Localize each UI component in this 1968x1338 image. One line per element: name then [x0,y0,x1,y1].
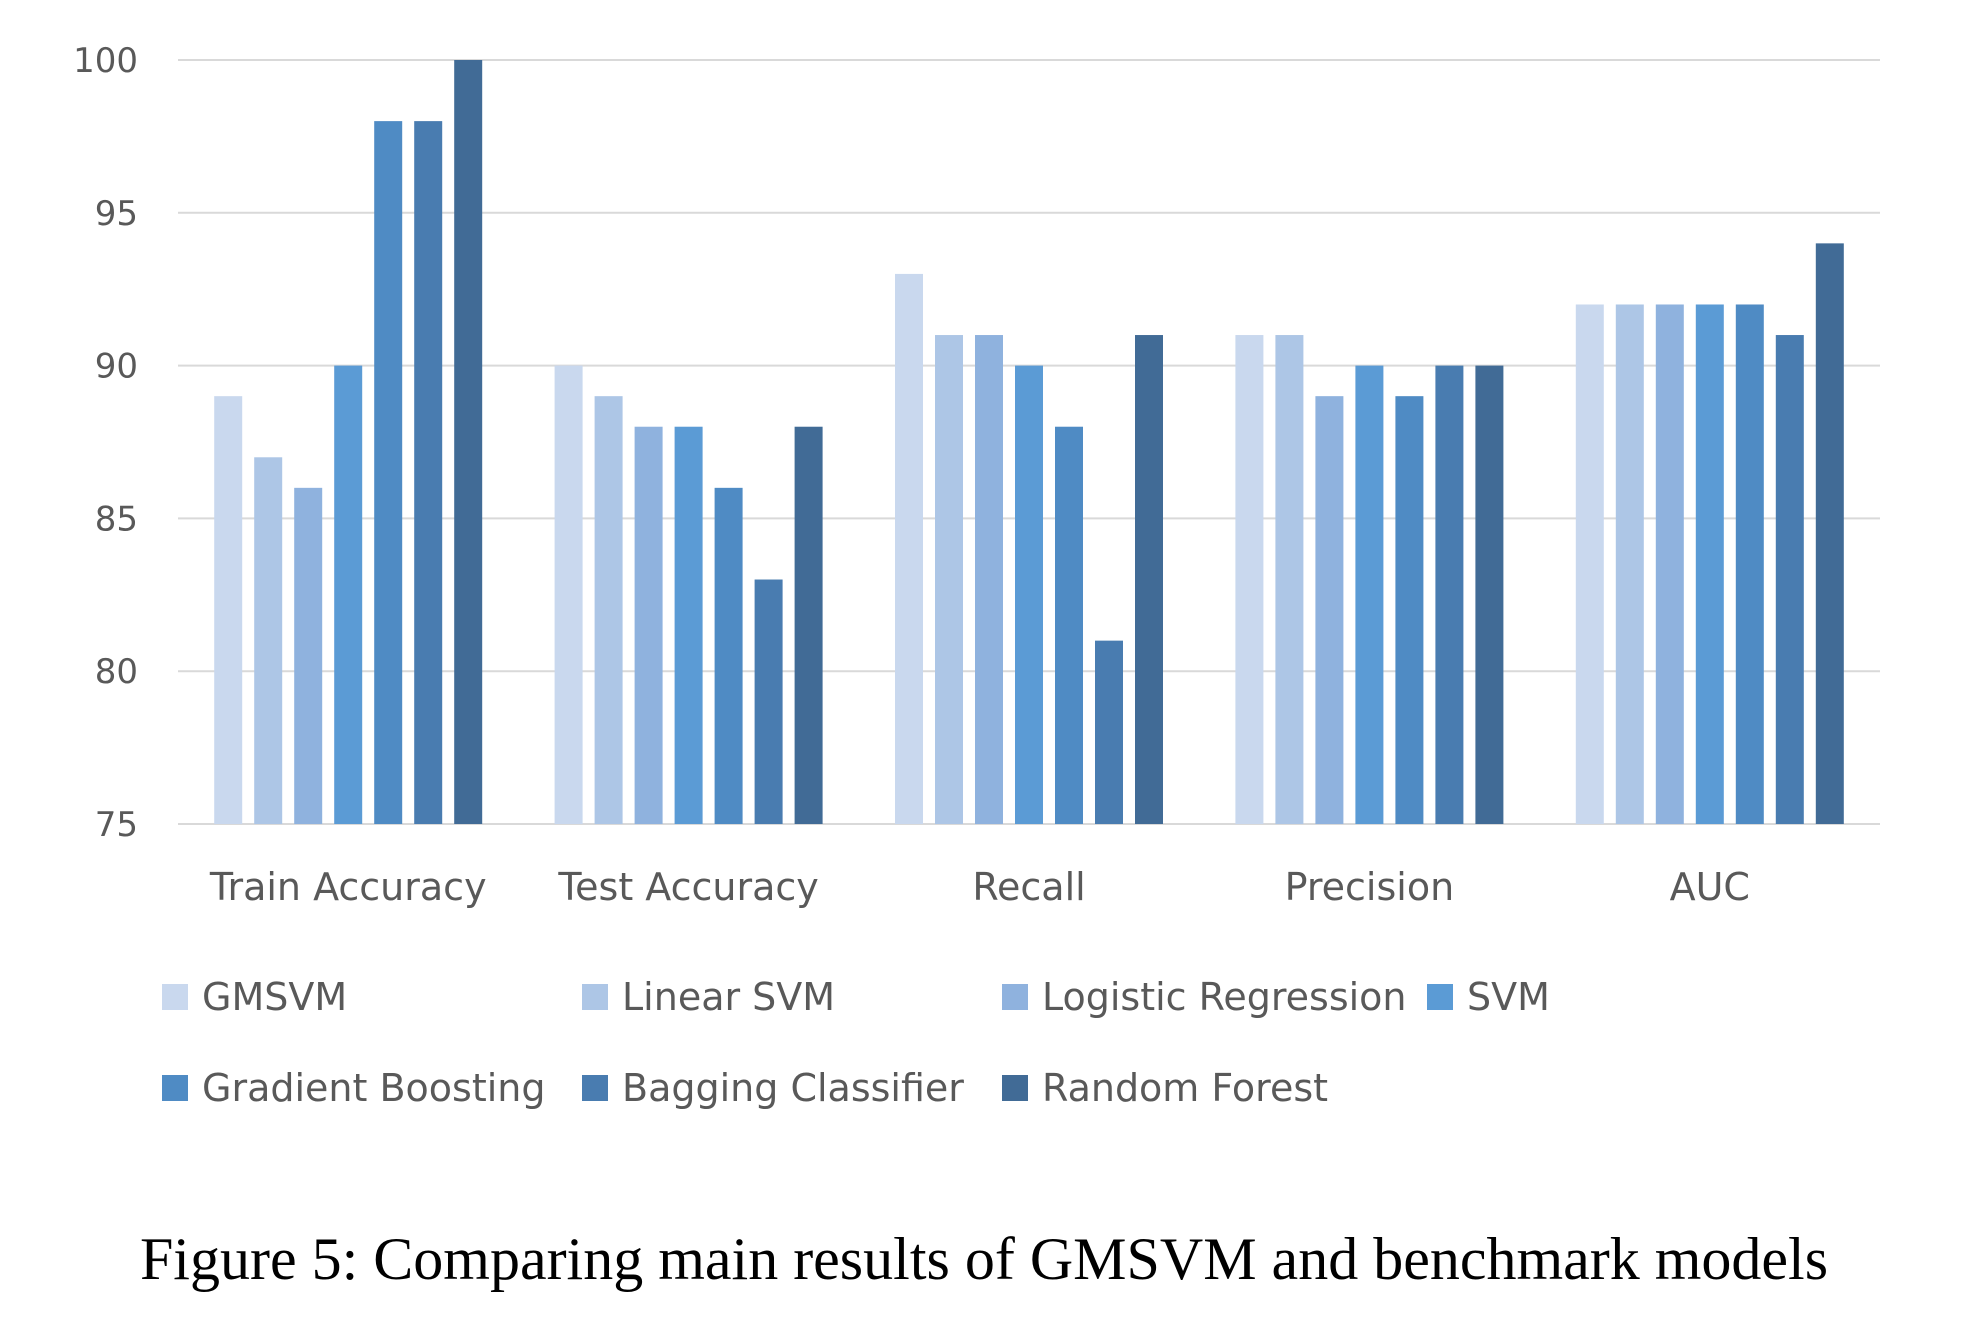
y-tick-label-95: 95 [95,194,138,234]
bar-test-accuracy-gmsvm [554,365,583,824]
legend-label: Linear SVM [622,975,835,1019]
bars [214,60,1844,825]
bar-recall-random-forest [1135,335,1163,824]
bar-test-accuracy-svm [674,426,703,824]
legend-swatch-svm [1427,984,1453,1010]
bar-precision-svm [1355,365,1384,824]
legend-label: Gradient Boosting [202,1066,546,1110]
y-tick-label-75: 75 [95,805,138,845]
bar-precision-random-forest [1475,365,1504,824]
bar-auc-linear-svm [1615,304,1644,825]
bar-train-accuracy-logistic-regression [294,487,323,824]
bar-auc-logistic-regression [1655,304,1684,825]
bar-train-accuracy-linear-svm [254,457,283,824]
bar-recall-svm [1015,365,1043,824]
legend-swatch-gradient-boosting [162,1075,188,1101]
y-tick-label-90: 90 [95,347,138,387]
legend-label: Bagging Classifier [622,1066,964,1110]
legend-swatch-gmsvm [162,984,188,1010]
bar-test-accuracy-logistic-regression [634,426,663,824]
bar-precision-gradient-boosting [1395,396,1424,824]
bar-recall-logistic-regression [975,335,1003,824]
bar-train-accuracy-random-forest [454,60,483,824]
bar-precision-linear-svm [1275,335,1304,824]
bar-train-accuracy-bagging-classifier [414,121,443,825]
bar-recall-gradient-boosting [1055,426,1083,824]
bar-auc-svm [1695,304,1724,825]
bar-auc-random-forest [1815,243,1844,825]
bar-precision-bagging-classifier [1435,365,1464,824]
x-axis-category-labels: Train Accuracy Test Accuracy Recall Precisi… [209,865,1750,909]
bar-precision-logistic-regression [1315,396,1344,824]
bar-chart: 75 80 85 90 95 100 Train Accuracy Test Accurac… [73,41,1880,1110]
legend-swatch-random-forest [1002,1075,1028,1101]
bar-recall-linear-svm [935,335,963,824]
bar-precision-gmsvm [1235,335,1264,824]
y-tick-label-85: 85 [95,499,138,539]
legend-swatch-bagging-classifier [582,1075,608,1101]
x-category-label: Recall [972,865,1085,909]
bar-train-accuracy-gmsvm [214,396,243,824]
legend-label: SVM [1467,975,1550,1019]
x-category-label: AUC [1670,865,1750,909]
legend-swatch-linear-svm [582,984,608,1010]
y-tick-label-100: 100 [73,41,138,81]
y-axis-ticks: 75 80 85 90 95 100 [73,41,138,845]
bar-auc-bagging-classifier [1775,335,1804,824]
bar-test-accuracy-gradient-boosting [714,487,743,824]
bar-auc-gmsvm [1575,304,1604,825]
bar-test-accuracy-linear-svm [594,396,623,824]
bar-test-accuracy-random-forest [794,426,823,824]
x-category-label: Precision [1285,865,1455,909]
legend-label: Random Forest [1042,1066,1328,1110]
bar-train-accuracy-gradient-boosting [374,121,403,825]
bar-auc-gradient-boosting [1735,304,1764,825]
bar-recall-bagging-classifier [1095,640,1123,824]
x-category-label: Train Accuracy [209,865,487,909]
legend: GMSVM Linear SVM Logistic Regression SVM Gra… [162,975,1550,1110]
bar-recall-gmsvm [895,273,923,824]
legend-label: Logistic Regression [1042,975,1407,1019]
legend-swatch-logistic-regression [1002,984,1028,1010]
bar-test-accuracy-bagging-classifier [754,579,783,824]
y-tick-label-80: 80 [95,652,138,692]
figure-caption: Figure 5: Comparing main results of GMSV… [139,1226,1829,1292]
legend-label: GMSVM [202,975,347,1019]
bar-train-accuracy-svm [334,365,363,824]
x-category-label: Test Accuracy [557,865,818,909]
